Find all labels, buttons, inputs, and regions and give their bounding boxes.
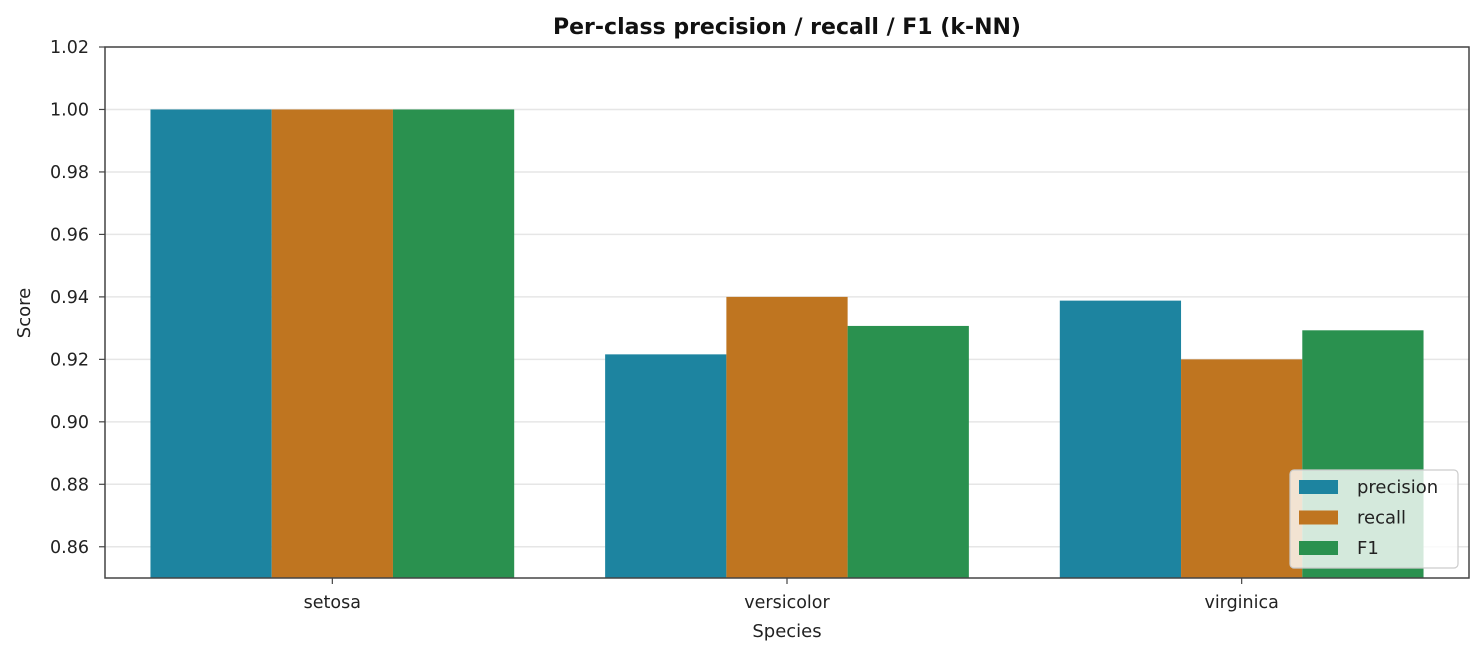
- legend-label-recall: recall: [1357, 508, 1406, 529]
- y-tick-label: 0.88: [50, 475, 89, 495]
- y-tick-label: 1.00: [50, 100, 89, 120]
- legend-swatch-recall: [1299, 510, 1338, 525]
- x-tick-label: virginica: [1204, 593, 1278, 613]
- y-tick-label: 1.02: [50, 38, 89, 58]
- bar-F1-versicolor: [847, 325, 969, 578]
- bar-precision-setosa: [150, 109, 272, 579]
- legend-swatch-precision: [1299, 480, 1338, 494]
- bar-precision-virginica: [1059, 300, 1182, 578]
- x-tick-label: versicolor: [744, 593, 830, 613]
- bar-F1-setosa: [392, 109, 515, 579]
- y-tick-label: 0.94: [50, 288, 89, 308]
- x-axis-label: Species: [752, 621, 821, 642]
- y-tick-label: 0.92: [50, 350, 89, 370]
- bar-precision-versicolor: [605, 354, 727, 578]
- x-axis: setosa versicolor virginica: [304, 578, 1279, 613]
- bar-recall-setosa: [271, 109, 393, 579]
- legend: precision recall F1: [1289, 469, 1459, 569]
- y-tick-label: 0.96: [50, 225, 89, 245]
- chart-title: Per-class precision / recall / F1 (k-NN): [553, 15, 1021, 40]
- y-axis-label: Score: [14, 288, 35, 338]
- bar-recall-versicolor: [726, 296, 848, 578]
- y-axis: 0.86 0.88 0.90 0.92 0.94 0.96 0.98 1.00 1.02: [50, 38, 105, 558]
- legend-swatch-F1: [1299, 541, 1338, 555]
- y-tick-label: 0.86: [50, 538, 89, 558]
- legend-label-precision: precision: [1357, 477, 1438, 498]
- legend-label-F1: F1: [1357, 538, 1379, 559]
- y-tick-label: 0.90: [50, 413, 89, 433]
- bars: [150, 109, 1424, 579]
- bar-recall-virginica: [1181, 359, 1303, 578]
- x-tick-label: setosa: [304, 593, 361, 613]
- y-tick-label: 0.98: [50, 163, 89, 183]
